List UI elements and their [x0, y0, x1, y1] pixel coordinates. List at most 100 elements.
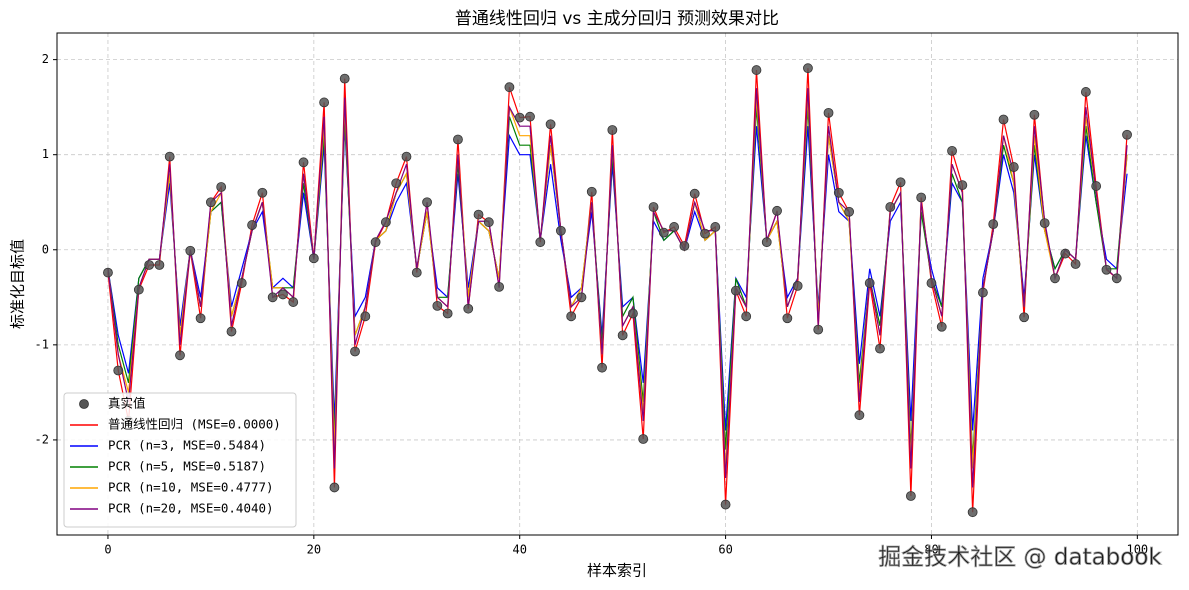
data-point: [401, 151, 412, 162]
data-point: [844, 206, 855, 217]
data-point: [514, 112, 525, 123]
data-point: [380, 217, 391, 228]
data-point: [936, 321, 947, 332]
series-line: [107, 88, 1128, 488]
data-point: [803, 63, 813, 74]
data-point: [792, 281, 803, 291]
data-point: [288, 297, 299, 307]
plot-frame: [56, 32, 1179, 536]
data-point: [720, 499, 731, 510]
x-tick-label: 0: [104, 543, 111, 557]
x-tick-label: 40: [512, 543, 526, 557]
data-point: [1019, 312, 1030, 323]
data-point: [895, 177, 906, 188]
data-point: [473, 209, 484, 220]
data-point: [391, 178, 402, 189]
data-point: [175, 350, 185, 361]
data-point: [133, 284, 144, 295]
data-point: [483, 217, 494, 228]
data-point: [1050, 273, 1060, 284]
data-point: [823, 107, 834, 118]
data-point: [1101, 264, 1112, 275]
data-point: [525, 111, 535, 122]
data-point: [813, 324, 824, 335]
data-point: [689, 188, 700, 199]
data-point: [885, 202, 896, 212]
data-point: [1060, 248, 1071, 259]
y-axis-label: 标准化目标值: [9, 239, 27, 329]
data-point: [648, 202, 659, 212]
data-point: [216, 182, 227, 192]
data-point: [442, 308, 453, 319]
data-point: [741, 311, 752, 322]
y-tick-label: 0: [42, 242, 49, 256]
data-point: [988, 219, 999, 230]
data-point: [267, 292, 278, 303]
data-point: [195, 313, 206, 324]
data-point: [329, 482, 340, 493]
data-point: [422, 197, 432, 208]
data-point: [535, 237, 546, 248]
data-point: [833, 187, 844, 198]
data-point: [1122, 129, 1132, 140]
data-point: [453, 134, 463, 145]
data-point: [432, 300, 443, 311]
legend-label: PCR (n=5, MSE=0.5187): [108, 459, 266, 474]
data-point: [1029, 109, 1040, 120]
data-point: [957, 180, 968, 191]
data-point: [566, 311, 577, 322]
data-point: [319, 97, 330, 108]
data-point: [730, 285, 741, 296]
data-point: [103, 267, 113, 278]
data-point: [617, 330, 628, 341]
data-point: [638, 434, 649, 444]
data-point: [875, 343, 885, 354]
data-point: [916, 192, 927, 203]
legend-marker: [79, 399, 89, 409]
y-tick-label: 2: [42, 52, 49, 66]
data-point: [463, 303, 474, 314]
legend-label: PCR (n=20, MSE=0.4040): [108, 501, 274, 516]
data-point: [247, 220, 257, 230]
x-tick-label: 100: [1126, 543, 1148, 557]
data-point: [978, 287, 988, 298]
data-point: [576, 292, 587, 303]
legend-label: 真实值: [108, 396, 146, 411]
y-tick-label: -1: [35, 337, 49, 351]
data-point: [679, 241, 690, 251]
data-point: [998, 114, 1009, 125]
data-point: [360, 311, 371, 322]
data-point: [782, 313, 793, 324]
data-point: [298, 157, 309, 168]
x-axis-label: 样本索引: [587, 562, 647, 580]
legend-label: 普通线性回归 (MSE=0.0000): [108, 417, 281, 432]
data-point: [586, 186, 597, 197]
y-tick-label: 1: [42, 147, 49, 161]
data-point: [947, 145, 957, 156]
data-point: [854, 410, 865, 421]
data-point: [597, 362, 607, 373]
data-point: [772, 205, 782, 216]
legend-box: [63, 392, 297, 528]
data-point: [658, 227, 669, 238]
data-point: [700, 228, 710, 239]
data-point: [411, 267, 422, 278]
data-point: [257, 187, 268, 198]
data-point: [926, 278, 937, 288]
data-point: [1008, 162, 1019, 172]
data-point: [350, 346, 360, 357]
data-point: [669, 222, 680, 232]
x-tick-label: 60: [718, 543, 732, 557]
data-point: [185, 245, 196, 256]
data-point: [607, 125, 618, 135]
data-point: [1091, 181, 1102, 191]
data-point: [555, 225, 566, 236]
data-point: [226, 326, 237, 337]
data-point: [967, 507, 978, 518]
data-point: [710, 222, 721, 232]
data-point: [905, 491, 916, 501]
data-point: [504, 82, 515, 93]
data-point: [628, 308, 638, 319]
